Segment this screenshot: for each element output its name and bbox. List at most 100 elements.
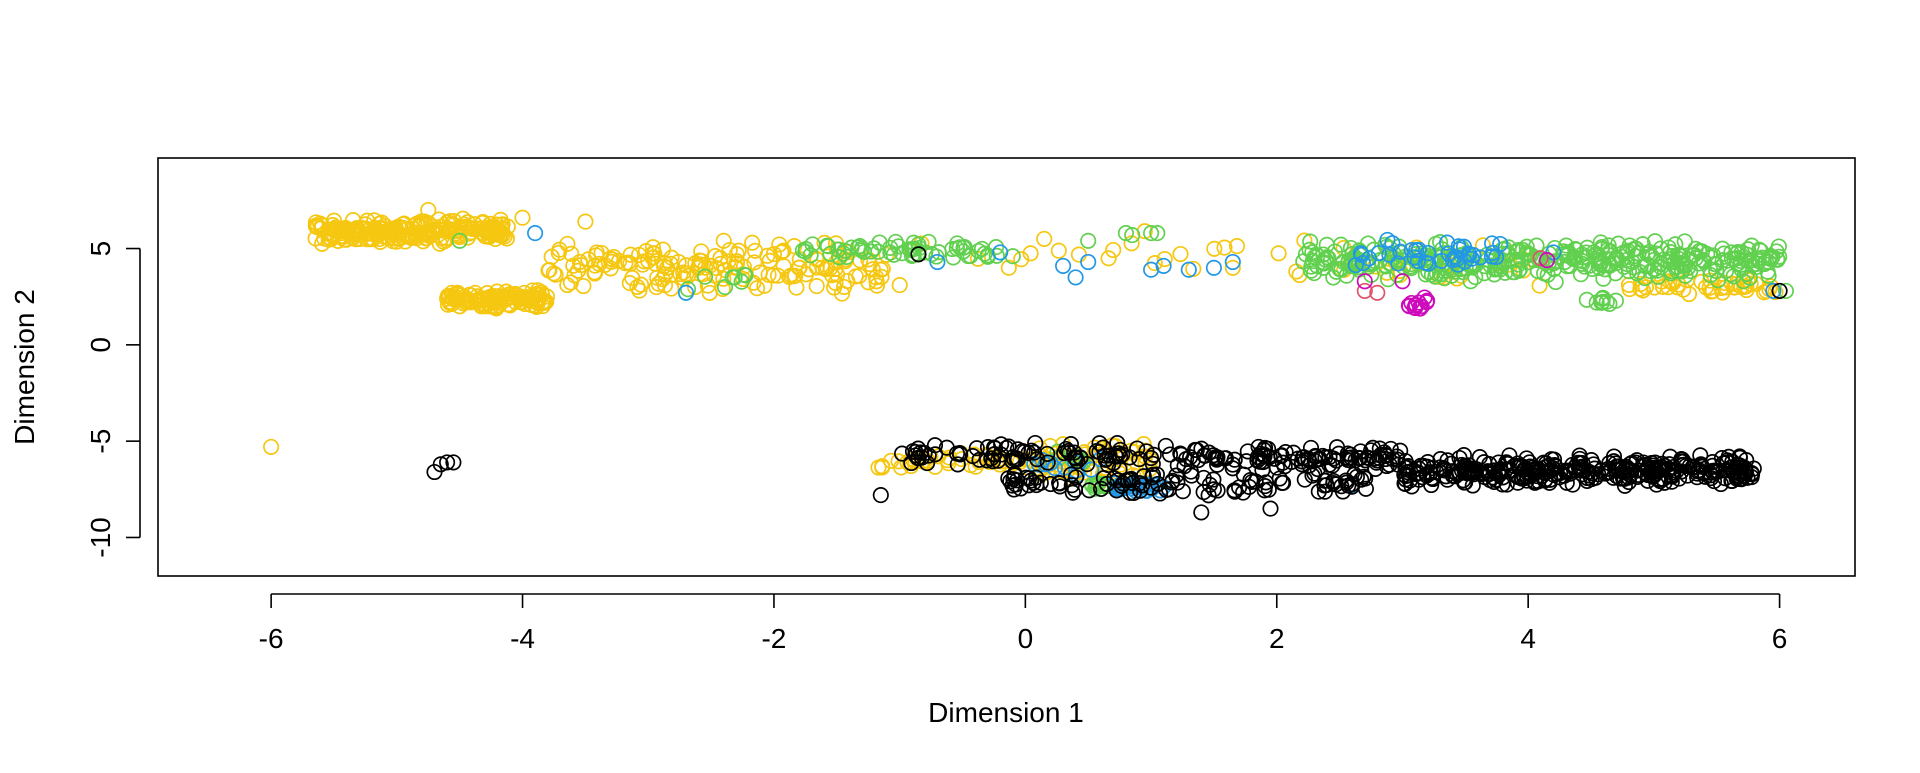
data-point <box>1135 468 1152 485</box>
data-point <box>1224 259 1241 276</box>
data-point <box>1032 474 1049 491</box>
data-point <box>586 264 603 281</box>
data-point <box>871 234 888 251</box>
data-point <box>1235 484 1252 501</box>
data-point <box>1379 231 1396 248</box>
data-point <box>1207 449 1224 466</box>
data-point <box>333 224 350 242</box>
data-point <box>1714 240 1731 257</box>
data-point <box>524 282 541 299</box>
data-point <box>1378 264 1395 281</box>
data-point <box>1109 435 1126 452</box>
y-tick-label: 5 <box>85 241 116 257</box>
data-point <box>1097 451 1114 468</box>
data-point <box>856 243 873 260</box>
data-point <box>1709 272 1726 289</box>
data-point <box>1174 483 1191 500</box>
data-point <box>1679 467 1696 484</box>
data-point <box>451 232 468 249</box>
data-point <box>1050 242 1067 259</box>
data-point <box>712 255 729 272</box>
data-point <box>1510 241 1527 259</box>
data-point <box>432 456 449 473</box>
data-point <box>1382 440 1399 457</box>
data-point <box>1449 256 1466 273</box>
data-point <box>403 229 420 246</box>
data-point <box>1115 475 1132 492</box>
data-point <box>605 248 622 266</box>
data-point <box>1684 459 1701 476</box>
data-point <box>263 438 280 455</box>
data-point <box>1770 238 1787 255</box>
data-point <box>747 242 764 259</box>
data-point <box>1691 243 1708 260</box>
data-point <box>830 241 847 258</box>
data-point <box>802 247 819 264</box>
data-point <box>1743 465 1760 482</box>
data-point <box>756 277 773 294</box>
x-axis-label: Dimension 1 <box>928 697 1084 728</box>
data-point <box>622 246 639 263</box>
data-point <box>1145 446 1162 463</box>
data-point <box>1360 250 1378 267</box>
data-point <box>620 254 637 271</box>
data-point <box>699 277 716 294</box>
data-point <box>1000 438 1017 455</box>
data-point <box>1680 285 1698 303</box>
data-point <box>654 241 672 258</box>
data-point <box>1673 451 1690 468</box>
data-point <box>1736 278 1753 295</box>
data-point <box>720 253 737 270</box>
data-point <box>696 268 714 285</box>
data-point <box>1325 269 1342 286</box>
data-point <box>1357 470 1374 487</box>
data-point <box>632 276 650 293</box>
data-point <box>1675 257 1692 274</box>
data-point <box>1453 456 1470 473</box>
data-point <box>1620 263 1638 280</box>
data-point <box>1475 454 1493 471</box>
data-point <box>1231 479 1248 496</box>
data-point <box>1100 250 1117 267</box>
data-point <box>1588 294 1605 311</box>
data-point <box>911 239 928 257</box>
data-point <box>1729 244 1746 261</box>
data-point <box>1518 238 1535 255</box>
data-point <box>1579 472 1596 489</box>
data-point <box>787 267 804 284</box>
data-point <box>1384 235 1401 252</box>
data-point <box>1722 266 1739 283</box>
data-point <box>1625 241 1642 258</box>
data-point <box>1039 454 1056 471</box>
data-point <box>449 284 466 301</box>
data-point <box>1157 437 1174 454</box>
data-point <box>800 261 817 278</box>
data-point <box>1543 451 1560 468</box>
data-point <box>1206 240 1223 257</box>
data-point <box>1578 244 1595 261</box>
data-point <box>677 284 695 301</box>
data-point <box>1652 255 1669 272</box>
data-point <box>1093 480 1110 497</box>
data-point <box>1752 242 1769 259</box>
data-point <box>1105 241 1122 259</box>
data-point <box>1307 447 1324 464</box>
data-point <box>571 253 588 271</box>
data-point <box>1662 448 1679 465</box>
data-point <box>1067 269 1084 286</box>
data-point <box>930 244 947 261</box>
data-point <box>1412 298 1429 315</box>
data-point <box>839 272 856 290</box>
data-point <box>973 240 991 257</box>
data-point <box>1201 476 1218 493</box>
data-point <box>439 454 456 471</box>
data-point <box>948 240 965 257</box>
data-point <box>1428 463 1445 480</box>
data-point <box>1306 265 1323 282</box>
data-point <box>1330 445 1347 462</box>
data-point <box>1607 292 1624 309</box>
data-point <box>1771 282 1788 299</box>
data-point <box>903 454 920 472</box>
data-point <box>1296 471 1313 488</box>
